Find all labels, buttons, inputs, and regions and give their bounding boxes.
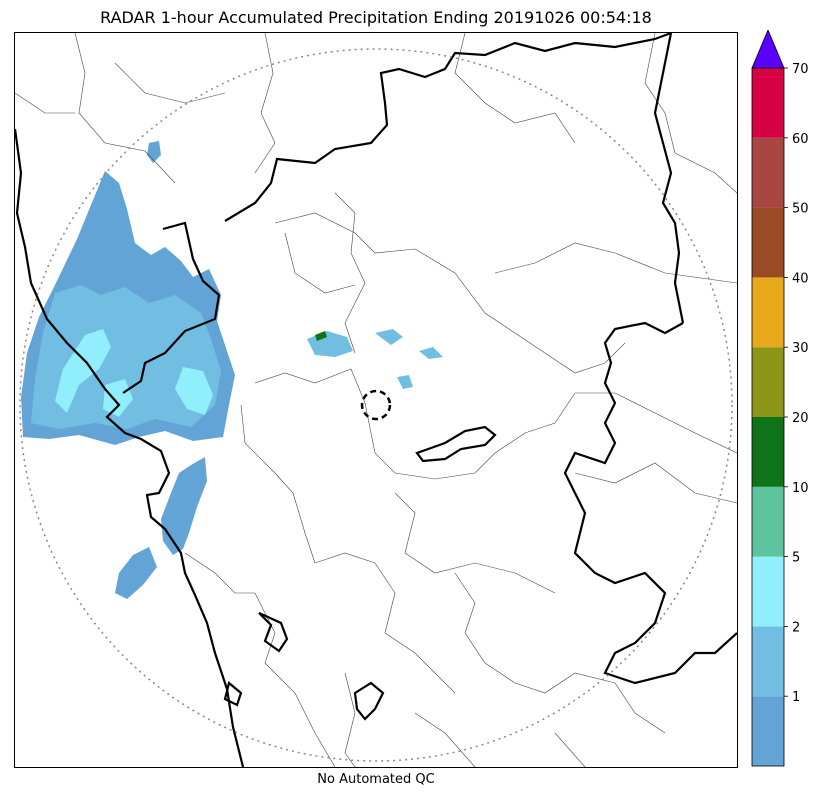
precipitation-echoes	[21, 141, 443, 599]
map-title: RADAR 1-hour Accumulated Precipitation E…	[100, 8, 652, 27]
colorbar-segment	[752, 417, 784, 487]
colorbar-tick-label: 30	[792, 341, 809, 356]
colorbar-tick-label: 1	[792, 690, 800, 705]
colorbar-segment	[752, 277, 784, 348]
radar-site-marker	[360, 389, 392, 421]
colorbar-segment	[752, 207, 784, 278]
colorbar-segment	[752, 626, 784, 697]
echo-northwest-dot	[147, 141, 161, 163]
qc-footnote: No Automated QC	[317, 772, 435, 787]
echo-center-streak	[307, 329, 443, 389]
radar-range-ring	[19, 48, 733, 762]
echo-center-green	[315, 331, 327, 341]
colorbar-tick-label: 60	[792, 132, 809, 147]
colorbar-segment	[752, 137, 784, 208]
colorbar: 1 2 5 10 20 30 40 50 60 70	[750, 28, 825, 770]
colorbar-segment	[752, 696, 784, 766]
colorbar-segment	[752, 68, 784, 138]
colorbar-tick-label: 2	[792, 620, 800, 635]
echo-south-band	[161, 457, 207, 555]
map-canvas	[15, 33, 737, 767]
colorbar-tick-label: 5	[792, 551, 800, 566]
echo-south-small	[115, 547, 157, 599]
colorbar-tick-label: 70	[792, 62, 809, 77]
colorbar-segment	[752, 486, 784, 557]
colorbar-tick-label: 20	[792, 411, 809, 426]
colorbar-canvas: 1 2 5 10 20 30 40 50 60 70	[751, 28, 809, 767]
colorbar-segment	[752, 556, 784, 627]
echo-west-mid	[31, 285, 221, 429]
echo-west-heavy	[55, 329, 213, 417]
state-boundaries	[15, 33, 737, 767]
colorbar-tick-label: 10	[792, 481, 809, 496]
colorbar-overflow-triangle	[751, 28, 785, 69]
colorbar-segment	[752, 347, 784, 417]
province-boundaries	[15, 33, 737, 767]
colorbar-tick-label: 50	[792, 202, 809, 217]
colorbar-tick-label: 40	[792, 271, 809, 286]
radar-map	[14, 32, 738, 768]
